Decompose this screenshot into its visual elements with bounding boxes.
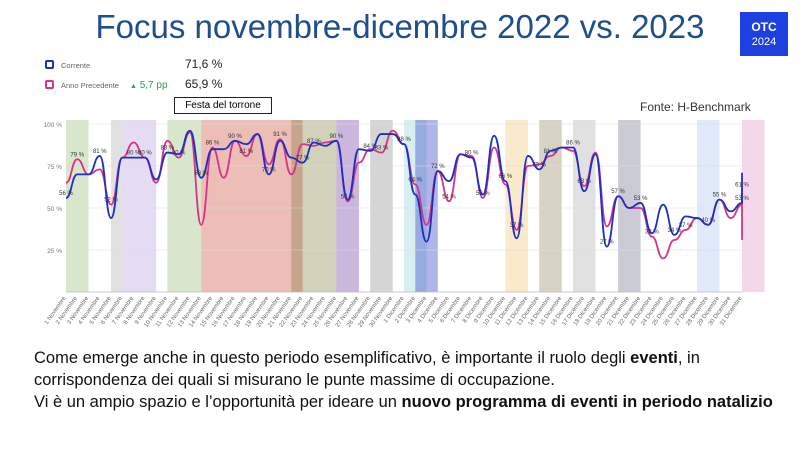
- data-label: 86 %: [566, 141, 580, 147]
- data-label: 55 %: [713, 193, 727, 199]
- badge-line2: 2024: [751, 36, 777, 48]
- legend-current-label: Corrente: [61, 61, 91, 70]
- legend-current-swatch: [45, 60, 54, 70]
- legend-previous-swatch: [45, 80, 54, 90]
- data-label: 81 %: [239, 149, 253, 155]
- body-p1-c: , in corrispondenza dei quali si misuran…: [34, 349, 700, 389]
- data-label: 86 %: [206, 141, 220, 147]
- data-label: 53 %: [634, 196, 648, 202]
- data-label: 84 %: [363, 144, 377, 150]
- body-p1-a: Come emerge anche in questo periodo esem…: [34, 349, 631, 367]
- source-label: Fonte: H-Benchmark: [640, 100, 751, 114]
- delta-up-icon: ▲: [130, 83, 137, 90]
- data-label: 90 %: [228, 134, 242, 140]
- event-band: [696, 120, 720, 292]
- event-band: [66, 120, 89, 292]
- legend-previous-label: Anno Precedente: [61, 81, 119, 90]
- data-label: 83 %: [161, 146, 175, 152]
- data-label: 81 %: [544, 149, 558, 155]
- data-label: 68 %: [194, 171, 208, 177]
- data-label: 57 %: [611, 189, 625, 195]
- y-tick-label: 100 %: [44, 122, 63, 129]
- body-text: Come emerge anche in questo periodo esem…: [34, 347, 784, 413]
- y-tick-label: 50 %: [47, 206, 62, 213]
- event-band: [618, 120, 641, 292]
- legend-delta-value: 5,7 pp: [139, 80, 168, 91]
- badge-line1: OTC: [751, 20, 777, 34]
- data-label: 34 %: [668, 228, 682, 234]
- body-p1-b: eventi: [630, 349, 678, 367]
- event-callout: Festa del torrone: [174, 97, 272, 114]
- body-p2-a: Vi è un ampio spazio e l’opportunità per…: [34, 393, 402, 411]
- data-label: 63 %: [577, 179, 591, 185]
- data-label: 77 %: [296, 156, 310, 162]
- data-label: 56 %: [59, 191, 73, 197]
- data-label: 27 %: [600, 240, 614, 246]
- data-label: 80 %: [465, 151, 479, 157]
- data-label: 88 %: [397, 137, 411, 143]
- event-band: [539, 120, 562, 292]
- y-tick-label: 25 %: [47, 248, 62, 255]
- data-label: 79 %: [70, 152, 84, 158]
- legend-current-value: 71,6 %: [185, 57, 223, 71]
- legend-delta: ▲ 5,7 pp: [130, 80, 168, 91]
- data-label: 53 %: [735, 196, 749, 202]
- data-label: 91 %: [273, 132, 287, 138]
- event-band: [505, 120, 528, 292]
- legend-previous-value: 65,9 %: [185, 77, 223, 91]
- event-band: [415, 120, 438, 292]
- event-band: [370, 120, 393, 292]
- data-label: 66 %: [499, 174, 513, 180]
- event-band: [111, 120, 123, 292]
- series-line: [65, 129, 743, 248]
- data-label: 54 %: [442, 194, 456, 200]
- data-label: 64 %: [408, 177, 422, 183]
- data-label: 80 %: [138, 151, 152, 157]
- event-band: [122, 120, 157, 292]
- otc-badge: OTC 2024: [740, 12, 788, 56]
- data-label: 90 %: [330, 134, 344, 140]
- data-label: 37 %: [679, 223, 693, 229]
- data-label: 70 %: [262, 167, 276, 173]
- body-p2-b: nuovo programma di eventi in periodo nat…: [401, 393, 773, 411]
- page-title: Focus novembre-dicembre 2022 vs. 2023: [95, 8, 705, 45]
- data-label: 54 %: [341, 194, 355, 200]
- data-label: 83 %: [375, 146, 389, 152]
- data-label: 81 %: [93, 149, 107, 155]
- data-label: 40 %: [701, 218, 715, 224]
- data-label: 37 %: [510, 223, 524, 229]
- data-label: 72 %: [431, 164, 445, 170]
- data-label: 73 %: [532, 162, 546, 168]
- event-band: [742, 120, 765, 292]
- y-tick-label: 75 %: [47, 164, 62, 171]
- data-label: 80 %: [127, 151, 141, 157]
- data-label: 52 %: [104, 198, 118, 204]
